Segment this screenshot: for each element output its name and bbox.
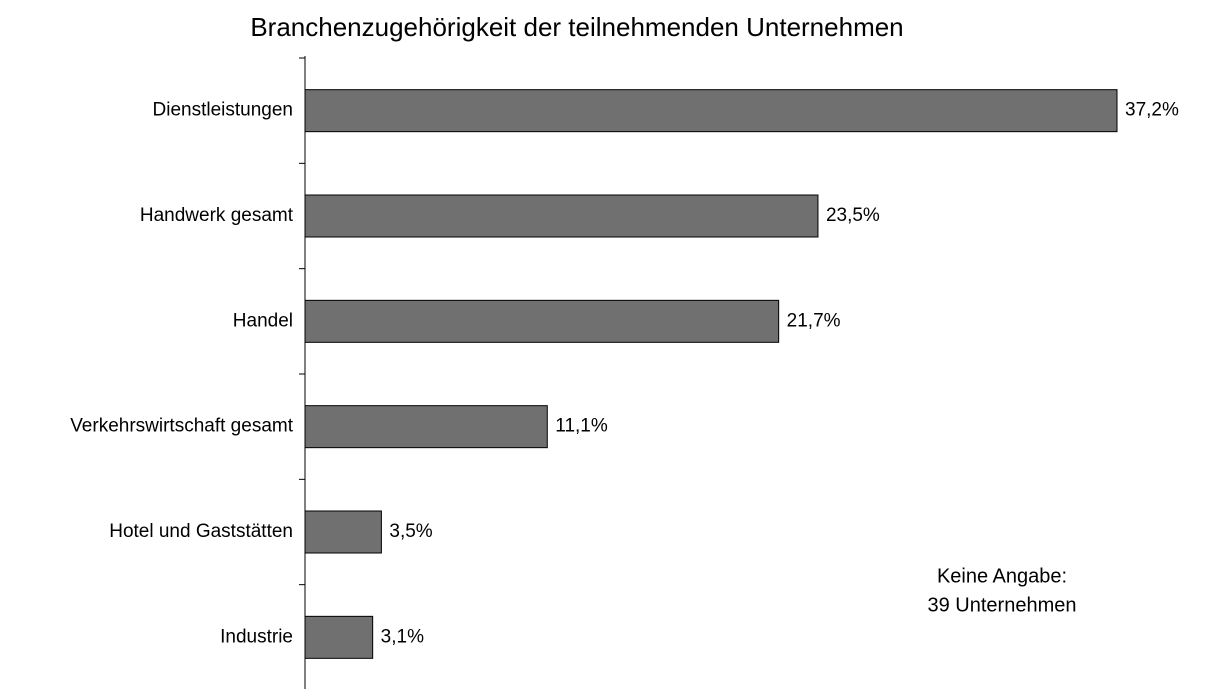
bar <box>304 405 548 449</box>
category-label: Dienstleistungen <box>153 100 293 121</box>
annotation: Keine Angabe: <box>937 565 1067 587</box>
annotation: 39 Unternehmen <box>928 594 1077 616</box>
data-label: 11,1% <box>555 416 608 437</box>
category-label: Handel <box>233 310 293 331</box>
data-label: 21,7% <box>787 310 841 331</box>
category-label: Industrie <box>220 626 293 647</box>
bar <box>304 615 374 659</box>
bar <box>304 299 780 343</box>
data-label: 3,5% <box>389 521 432 542</box>
bar <box>304 194 819 238</box>
category-label: Handwerk gesamt <box>140 205 294 226</box>
data-label: 23,5% <box>826 205 880 226</box>
chart-title: Branchenzugehörigkeit der teilnehmenden … <box>250 12 903 42</box>
data-label: 3,1% <box>381 626 424 647</box>
data-label: 37,2% <box>1125 100 1179 121</box>
category-label: Verkehrswirtschaft gesamt <box>70 416 294 437</box>
category-label: Hotel und Gaststätten <box>109 521 293 542</box>
bar <box>304 510 382 554</box>
bar <box>304 89 1118 133</box>
